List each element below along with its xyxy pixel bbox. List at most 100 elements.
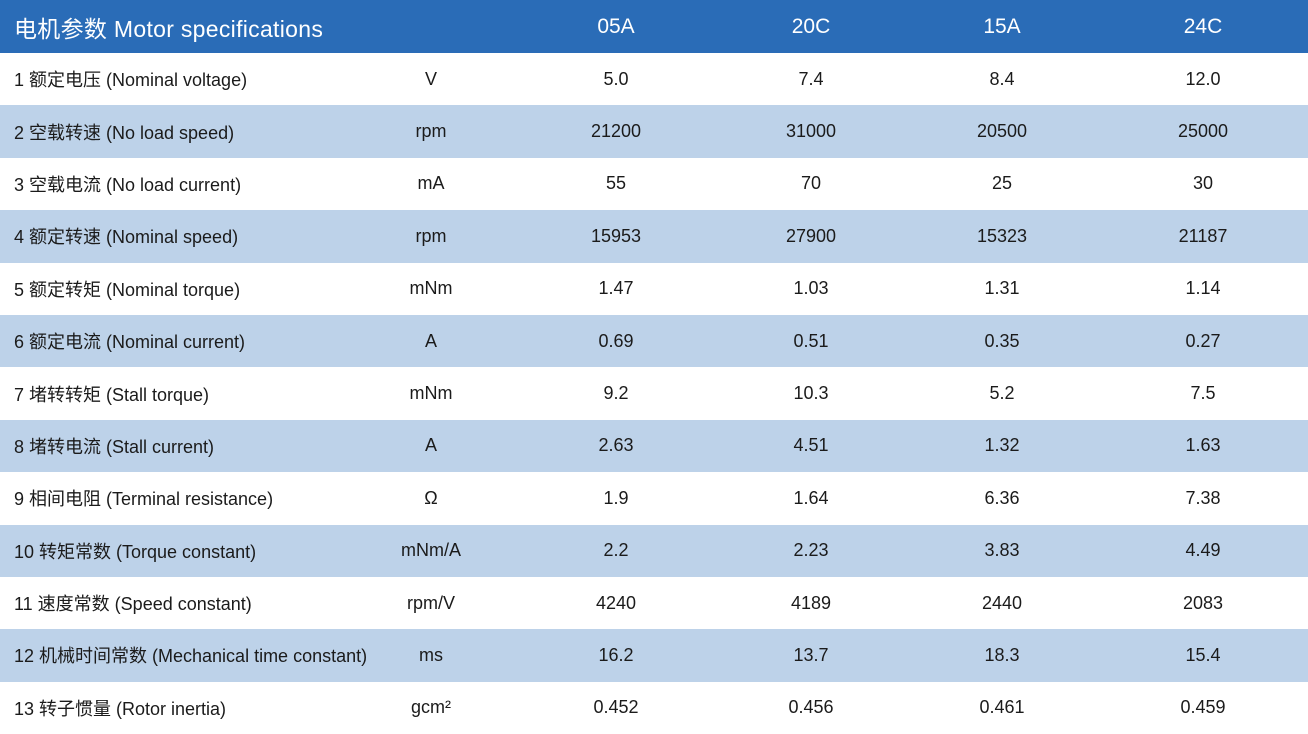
value-cell: 7.4 [798, 68, 824, 89]
param-label: 4 额定转速 (Nominal speed) [14, 227, 239, 248]
table-title: 电机参数 Motor specifications [14, 15, 324, 42]
table-row: 10 转矩常数 (Torque constant) mNm/A 2.2 2.23… [0, 524, 1308, 577]
value-cell: 21200 [590, 121, 642, 142]
table-row: 9 相间电阻 (Terminal resistance) Ω 1.9 1.64 … [0, 472, 1308, 525]
header-row: 电机参数 Motor specifications 05A 20C 15A 24… [0, 0, 1308, 53]
value-cell: 6.36 [984, 487, 1020, 508]
param-label: 5 额定转矩 (Nominal torque) [14, 279, 241, 300]
value-cell: 7.38 [1185, 487, 1221, 508]
table-row: 11 速度常数 (Speed constant) rpm/V 4240 4189… [0, 576, 1308, 630]
value-cell: 0.27 [1185, 330, 1221, 351]
value-cell: 20500 [976, 121, 1028, 142]
unit-cell: mNm [409, 278, 453, 299]
param-label: 2 空载转速 (No load speed) [14, 122, 235, 143]
unit-cell: mNm [409, 383, 453, 404]
value-cell: 0.459 [1180, 697, 1226, 718]
value-cell: 18.3 [984, 644, 1020, 665]
value-cell: 4240 [595, 592, 637, 613]
value-cell: 1.32 [984, 435, 1020, 456]
value-cell: 16.2 [598, 644, 634, 665]
unit-cell: A [424, 330, 437, 351]
value-cell: 0.461 [979, 697, 1025, 718]
unit-cell: rpm [415, 225, 447, 246]
param-label: 7 堵转转矩 (Stall torque) [14, 384, 210, 405]
unit-cell: Ω [424, 487, 438, 508]
value-cell: 7.5 [1190, 383, 1216, 404]
param-label: 6 额定电流 (Nominal current) [14, 332, 246, 353]
param-label: 11 速度常数 (Speed constant) [14, 594, 252, 615]
value-cell: 4.51 [793, 435, 829, 456]
table-row: 5 额定转矩 (Nominal torque) mNm 1.47 1.03 1.… [0, 262, 1308, 315]
param-label: 13 转子惯量 (Rotor inertia) [14, 698, 227, 719]
value-cell: 0.456 [788, 697, 834, 718]
value-cell: 2.23 [793, 540, 829, 561]
unit-cell: mNm/A [401, 540, 461, 561]
column-header-24c: 24C [1183, 14, 1223, 38]
unit-cell: gcm² [411, 697, 451, 718]
value-cell: 2.63 [598, 435, 634, 456]
param-label: 3 空载电流 (No load current) [14, 174, 242, 195]
value-cell: 8.4 [989, 68, 1015, 89]
value-cell: 10.3 [793, 383, 829, 404]
value-cell: 27900 [785, 225, 837, 246]
unit-cell: ms [419, 644, 443, 665]
value-cell: 3.83 [984, 540, 1020, 561]
value-cell: 31000 [785, 121, 837, 142]
unit-cell: rpm/V [406, 592, 455, 613]
value-cell: 1.31 [984, 278, 1020, 299]
value-cell: 0.51 [793, 330, 829, 351]
value-cell: 4.49 [1185, 540, 1221, 561]
table-body: 1 额定电压 (Nominal voltage) V 5.0 7.4 8.4 1… [0, 53, 1308, 734]
value-cell: 0.452 [593, 697, 639, 718]
table-row: 6 额定电流 (Nominal current) A 0.69 0.51 0.3… [0, 314, 1308, 368]
value-cell: 15953 [590, 225, 642, 246]
value-cell: 0.35 [984, 330, 1020, 351]
column-header-15a: 15A [983, 14, 1021, 38]
param-label: 8 堵转电流 (Stall current) [14, 436, 215, 457]
value-cell: 25000 [1177, 121, 1229, 142]
value-cell: 1.9 [603, 487, 629, 508]
value-cell: 9.2 [603, 383, 629, 404]
table-row: 7 堵转转矩 (Stall torque) mNm 9.2 10.3 5.2 7… [0, 367, 1308, 420]
param-label: 12 机械时间常数 (Mechanical time constant) [14, 646, 368, 667]
table-row: 4 额定转速 (Nominal speed) rpm 15953 27900 1… [0, 210, 1308, 263]
table-row: 1 额定电压 (Nominal voltage) V 5.0 7.4 8.4 1… [0, 53, 1308, 106]
table-row: 8 堵转电流 (Stall current) A 2.63 4.51 1.32 … [0, 419, 1308, 473]
unit-cell: A [424, 435, 437, 456]
column-header-20c: 20C [791, 14, 831, 38]
param-label: 9 相间电阻 (Terminal resistance) [14, 489, 274, 510]
value-cell: 70 [800, 173, 822, 194]
table-row: 3 空载电流 (No load current) mA 55 70 25 30 [0, 157, 1308, 211]
value-cell: 1.03 [793, 278, 829, 299]
param-label: 10 转矩常数 (Torque constant) [14, 541, 257, 562]
value-cell: 1.14 [1185, 278, 1221, 299]
value-cell: 2083 [1182, 592, 1224, 613]
value-cell: 12.0 [1185, 68, 1221, 89]
value-cell: 4189 [790, 592, 832, 613]
unit-cell: rpm [415, 121, 447, 142]
value-cell: 0.69 [598, 330, 634, 351]
value-cell: 25 [991, 173, 1013, 194]
value-cell: 1.47 [598, 278, 634, 299]
value-cell: 55 [605, 173, 627, 194]
value-cell: 5.0 [603, 68, 629, 89]
table-row: 12 机械时间常数 (Mechanical time constant) ms … [0, 629, 1308, 682]
value-cell: 15323 [976, 225, 1028, 246]
value-cell: 13.7 [793, 644, 829, 665]
value-cell: 30 [1192, 173, 1214, 194]
value-cell: 2.2 [603, 540, 629, 561]
table-row: 2 空载转速 (No load speed) rpm 21200 31000 2… [0, 105, 1308, 158]
value-cell: 21187 [1178, 225, 1228, 246]
column-header-05a: 05A [597, 14, 635, 38]
unit-column-header [346, 0, 516, 53]
table-header: 电机参数 Motor specifications 05A 20C 15A 24… [0, 0, 1308, 53]
unit-cell: V [424, 68, 437, 89]
value-cell: 1.63 [1185, 435, 1221, 456]
value-cell: 15.4 [1185, 644, 1221, 665]
value-cell: 2440 [981, 592, 1023, 613]
value-cell: 5.2 [989, 383, 1015, 404]
param-label: 1 额定电压 (Nominal voltage) [14, 70, 248, 91]
unit-cell: mA [417, 173, 445, 194]
